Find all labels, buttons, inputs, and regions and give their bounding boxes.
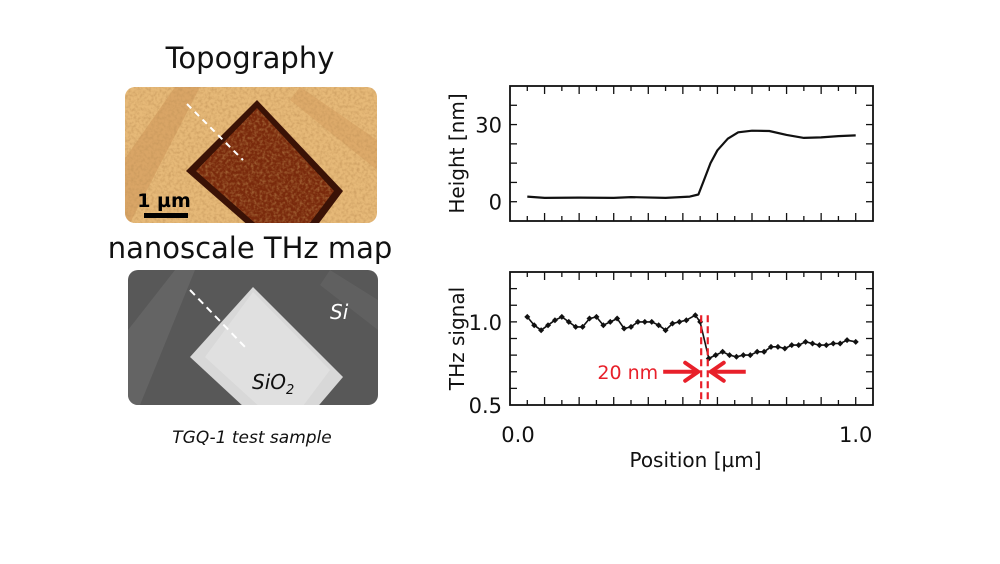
data-point — [538, 327, 545, 334]
data-point — [579, 323, 586, 330]
annotation-arrowhead-left — [683, 360, 702, 383]
data-point — [593, 313, 600, 320]
data-point — [809, 340, 816, 347]
y-tick-label: 0 — [489, 191, 502, 215]
data-point — [621, 325, 628, 332]
data-point — [600, 322, 607, 329]
data-point — [586, 315, 593, 322]
thz-map-image — [128, 270, 378, 405]
data-point — [614, 315, 621, 322]
data-point — [565, 318, 572, 325]
si-label: Si — [330, 300, 349, 324]
data-point — [558, 313, 565, 320]
y-tick-label: 0.5 — [469, 394, 502, 418]
data-point — [655, 322, 662, 329]
data-point — [662, 327, 669, 334]
scale-bar — [144, 213, 188, 218]
topography-title: Topography — [165, 41, 335, 75]
data-point — [524, 313, 531, 320]
data-point — [607, 318, 614, 325]
data-point — [551, 317, 558, 324]
data-point — [852, 338, 859, 345]
profile-line-thz — [189, 289, 246, 348]
data-point — [531, 322, 538, 329]
data-line — [526, 314, 856, 360]
topography-image — [125, 87, 377, 223]
scale-bar-label: 1 µm — [137, 190, 191, 212]
data-point — [628, 323, 634, 330]
data-point — [676, 318, 683, 325]
data-point — [844, 337, 851, 344]
data-point — [692, 312, 699, 319]
caption: TGQ-1 test sample — [172, 428, 331, 448]
data-point — [648, 318, 655, 325]
data-point — [683, 317, 690, 324]
data-point — [545, 322, 552, 329]
data-line — [527, 129, 856, 199]
data-point — [774, 343, 781, 350]
sio2-label: SiO2 — [252, 370, 294, 398]
data-point — [634, 318, 641, 325]
y-axis-label: THz signal — [445, 287, 469, 391]
y-tick-label: 30 — [475, 114, 502, 138]
x-tick-label: 0.0 — [501, 423, 534, 447]
data-point — [669, 320, 676, 327]
thz-map-title: nanoscale THz map — [108, 231, 393, 265]
data-point — [761, 348, 768, 355]
data-point — [641, 318, 648, 325]
data-point — [572, 323, 579, 330]
data-point — [740, 352, 747, 359]
data-point — [802, 338, 809, 345]
x-tick-label: 1.0 — [839, 423, 872, 447]
data-point — [816, 342, 823, 349]
x-axis-label: Position [µm] — [629, 448, 761, 472]
y-tick-label: 1.0 — [469, 311, 502, 335]
data-point — [768, 343, 775, 350]
profile-line — [186, 103, 244, 161]
data-point — [830, 340, 837, 347]
plot-frame — [509, 85, 874, 222]
data-point — [795, 342, 802, 349]
data-point — [781, 345, 788, 352]
data-point — [726, 352, 733, 359]
y-axis-label: Height [nm] — [445, 93, 469, 213]
data-point — [823, 342, 830, 349]
plot-frame — [509, 271, 874, 406]
annotation-label: 20 nm — [597, 362, 658, 384]
annotation-arrowhead-right — [707, 360, 726, 383]
data-point — [747, 352, 754, 359]
data-point — [733, 353, 740, 360]
data-point — [788, 342, 795, 349]
data-point — [837, 340, 844, 347]
data-point — [719, 348, 726, 355]
data-point — [712, 352, 719, 359]
data-point — [754, 348, 761, 355]
